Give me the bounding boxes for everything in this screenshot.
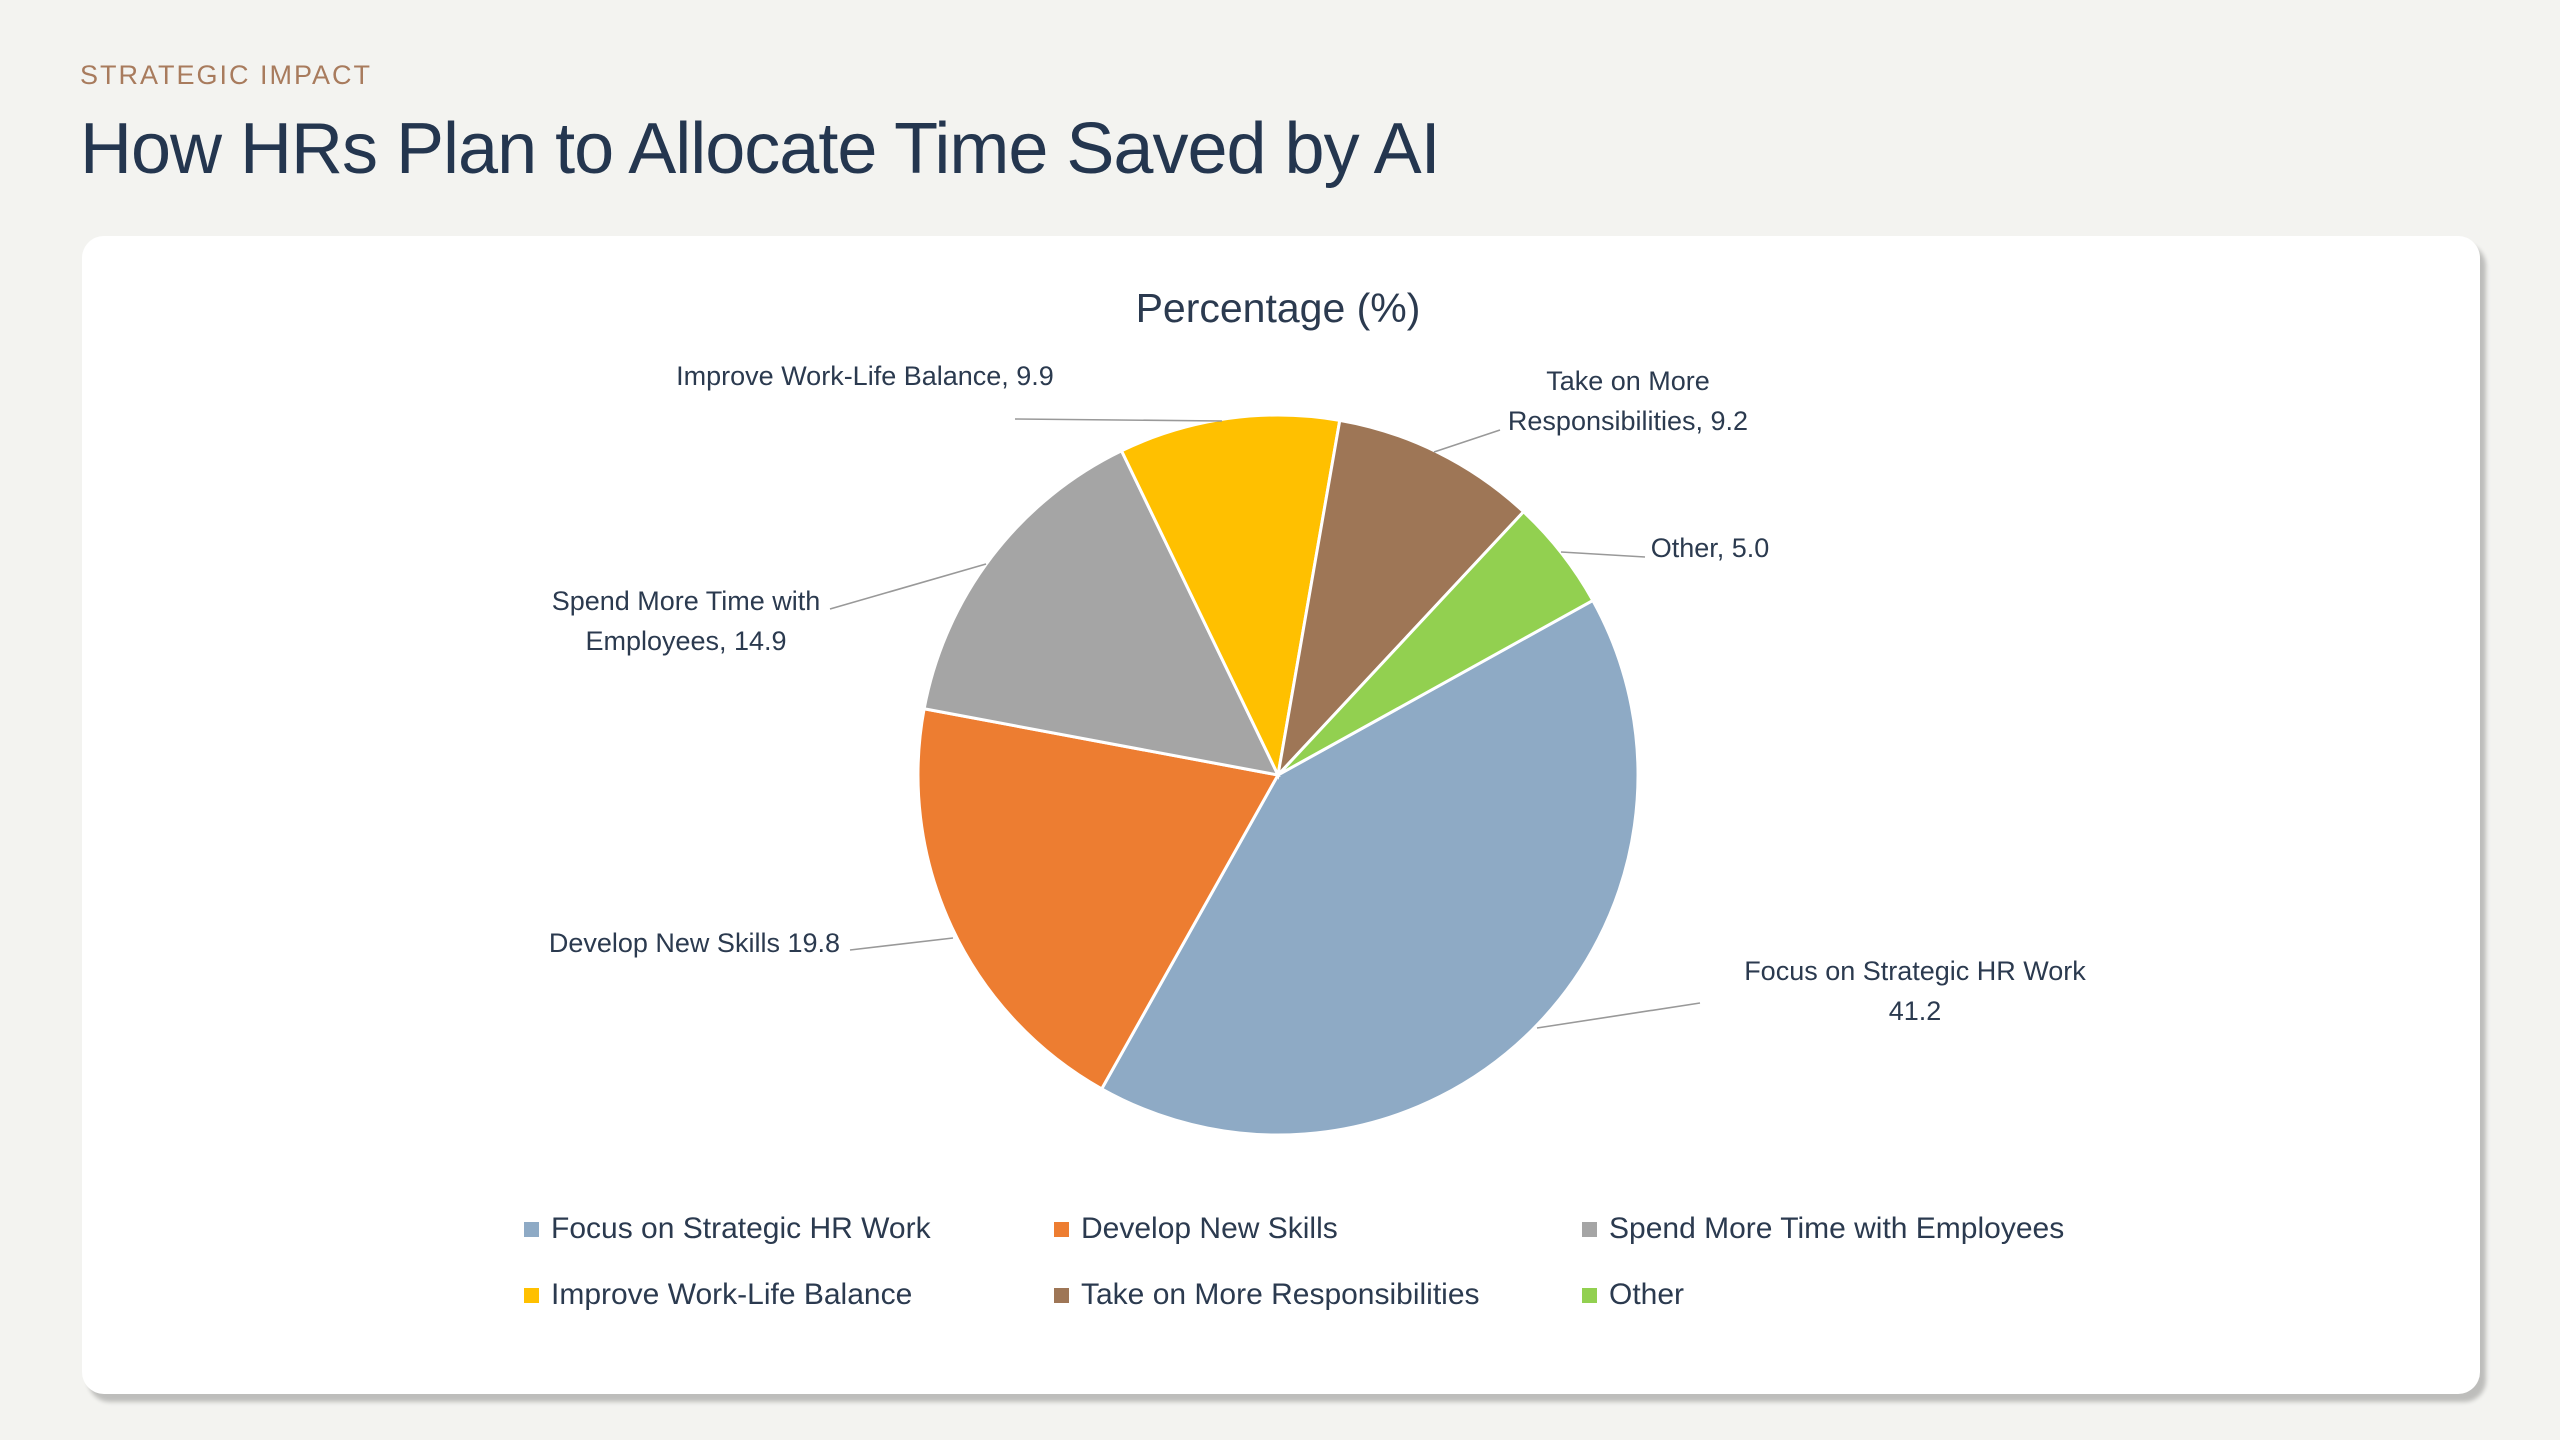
slice-label: Spend More Time with Employees, 14.9 <box>552 586 821 656</box>
leader-line <box>1433 429 1501 453</box>
legend-swatch <box>1582 1221 1597 1237</box>
page-title: How HRs Plan to Allocate Time Saved by A… <box>80 109 1441 189</box>
pie-slice-develop-new-skills <box>916 707 1281 1091</box>
slice-label-line: Responsibilities, 9.2 <box>1508 406 1748 436</box>
slice-label-line: Improve Work-Life Balance, 9.9 <box>676 361 1054 391</box>
pie-slices <box>916 413 1640 1137</box>
slice-label-line: Spend More Time with <box>552 586 821 616</box>
legend-label: Develop New Skills <box>1081 1212 1338 1245</box>
legend-swatch <box>1582 1287 1597 1303</box>
legend-label: Take on More Responsibilities <box>1081 1278 1480 1311</box>
section-eyebrow: STRATEGIC IMPACT <box>80 60 373 90</box>
legend-item: Focus on Strategic HR Work <box>524 1212 931 1246</box>
legend-item: Other <box>1582 1278 1684 1312</box>
pie-slice-take-on-more-responsibilities <box>1275 418 1526 780</box>
slice-label-line: Develop New Skills 19.8 <box>549 928 840 958</box>
legend-label: Focus on Strategic HR Work <box>551 1212 931 1245</box>
leader-line <box>1560 551 1646 558</box>
legend-swatch <box>524 1221 539 1237</box>
leader-line <box>829 563 987 610</box>
legend-item: Develop New Skills <box>1054 1212 1338 1246</box>
leader-line <box>1014 418 1223 422</box>
legend-item: Improve Work-Life Balance <box>524 1278 912 1312</box>
legend-item: Take on More Responsibilities <box>1054 1278 1480 1312</box>
legend-label: Other <box>1609 1278 1685 1311</box>
slice-label: Take on More Responsibilities, 9.2 <box>1508 366 1748 436</box>
legend-swatch <box>524 1287 539 1303</box>
slice-label: Develop New Skills 19.8 <box>549 928 840 958</box>
legend-item: Spend More Time with Employees <box>1582 1212 2064 1246</box>
leader-line <box>849 937 954 951</box>
pie-slice-other <box>1276 509 1595 777</box>
legend-label: Improve Work-Life Balance <box>551 1278 913 1311</box>
slice-label-line: Other, 5.0 <box>1651 533 1770 563</box>
leader-line <box>1536 1002 1701 1029</box>
legend-swatch <box>1054 1287 1069 1303</box>
pie-slice-spend-more-time-with-employees <box>922 448 1281 778</box>
legend-label: Spend More Time with Employees <box>1609 1212 2065 1245</box>
chart-title: Percentage (%) <box>1136 285 1421 331</box>
slice-label-line: 41.2 <box>1889 996 1942 1026</box>
slice-label: Improve Work-Life Balance, 9.9 <box>676 361 1054 391</box>
slice-label: Focus on Strategic HR Work 41.2 <box>1744 956 2086 1026</box>
slice-label-line: Employees, 14.9 <box>585 626 786 656</box>
legend-swatch <box>1054 1221 1069 1237</box>
pie-slice-focus-on-strategic-hr-work <box>1099 598 1640 1137</box>
slice-label: Other, 5.0 <box>1651 533 1770 563</box>
slice-labels: Focus on Strategic HR Work 41.2 Develop Ne… <box>549 361 2086 1029</box>
slice-label-line: Focus on Strategic HR Work <box>1744 956 2086 986</box>
pie-slice-improve-work-life-balance <box>1119 413 1342 780</box>
slice-label-line: Take on More <box>1546 366 1710 396</box>
